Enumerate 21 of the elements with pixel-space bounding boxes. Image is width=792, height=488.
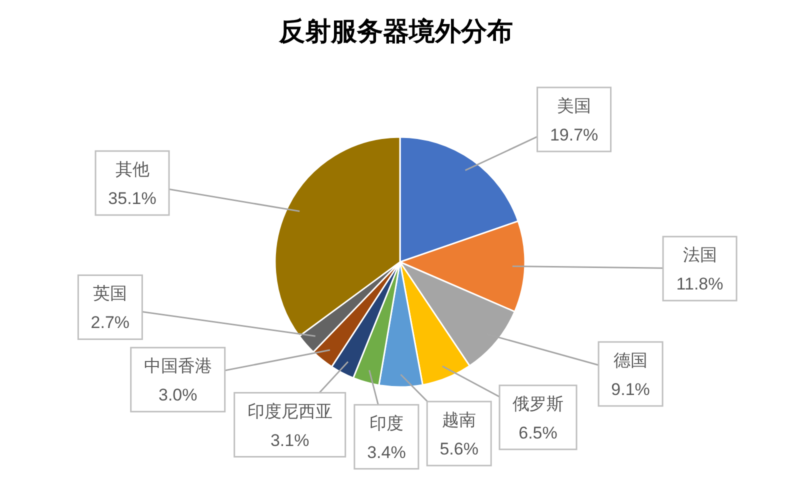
data-label: 35.1% [108,189,156,208]
slice-label: 中国香港 [144,356,212,376]
data-label: 6.5% [518,423,558,442]
data-label: 11.8% [676,274,724,294]
data-label: 5.6% [440,440,478,459]
slice-label: 印度尼西亚 [247,402,332,421]
data-label: 3.4% [367,442,406,462]
data-label: 3.0% [158,386,198,405]
slice-label: 法国 [682,246,717,265]
data-label: 19.7% [550,125,598,144]
data-label: 3.1% [270,430,310,450]
slice-label: 其他 [115,160,150,180]
slice-label: 德国 [614,350,648,370]
slice-label: 印度 [369,414,404,433]
slice-label: 俄罗斯 [512,394,564,414]
data-label: 2.7% [90,313,130,332]
data-label: 9.1% [611,380,650,399]
slice-label: 越南 [442,410,476,430]
chart-title: 反射服务器境外分布 [278,15,514,48]
slice-label: 美国 [557,96,592,116]
slice-label: 英国 [93,284,128,304]
